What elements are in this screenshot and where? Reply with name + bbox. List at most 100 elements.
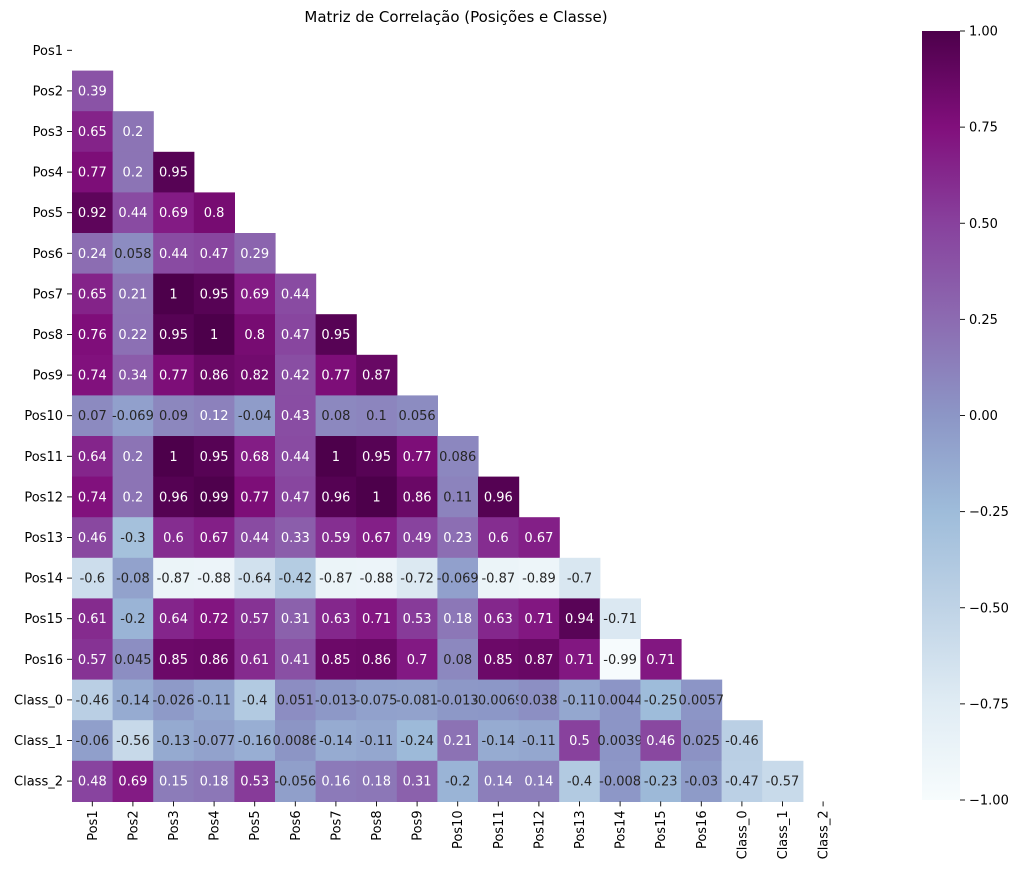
heatmap-cell [275,476,317,518]
heatmap-cell [518,557,560,599]
heatmap-cell [193,192,235,234]
cell-annotation: 0.95 [200,287,229,302]
heatmap-cell [275,679,317,721]
heatmap-cell [153,476,195,518]
y-tick-label: Pos5 [33,206,63,221]
x-axis-tick-labels: Pos1 Pos2 Pos3 Pos4 Pos5 Pos6 Pos7 Pos8 Pos9 Pos1… [86,801,832,859]
x-tick-label: Pos9 [411,810,426,840]
heatmap-cell [112,273,154,315]
cell-annotation: 0.44 [118,206,147,221]
cell-annotation: -0.46 [725,734,759,749]
heatmap-cell [193,273,235,315]
cell-annotation: 0.15 [159,775,188,790]
heatmap-cell [315,476,357,518]
heatmap-cell [478,598,520,640]
cell-annotation: -0.42 [278,572,312,587]
heatmap-cell [72,192,114,234]
cell-annotation: 0.65 [78,125,107,140]
heatmap-cell [356,517,398,559]
cell-annotation: 0.71 [646,653,675,668]
y-tick-label: Pos13 [24,531,63,546]
heatmap-cell [153,354,195,396]
heatmap-cell [234,679,276,721]
cell-annotation: -0.7 [567,572,592,587]
heatmap-cell [72,151,114,193]
cell-annotation: 0.71 [565,653,594,668]
cell-annotation: 0.92 [78,206,107,221]
y-tick-label: Pos2 [33,84,63,99]
heatmap-cell [275,760,317,802]
cell-annotation: 0.46 [646,734,675,749]
cell-annotation: 0.44 [281,450,310,465]
cell-annotation: -0.23 [644,775,678,790]
cell-annotation: -0.08 [116,572,150,587]
heatmap-cell [356,760,398,802]
cell-annotation: -0.87 [481,572,515,587]
cell-annotation: 0.61 [240,653,269,668]
heatmap-cell [721,760,763,802]
heatmap-cell [478,639,520,681]
heatmap-cell [153,720,195,762]
cell-annotation: -0.11 [360,734,394,749]
x-tick-label: Pos3 [167,810,182,840]
cell-annotation: 0.96 [159,490,188,505]
heatmap-cell [275,273,317,315]
cell-annotation: 0.95 [200,450,229,465]
heatmap-cell [478,679,520,721]
cell-annotation: 0.41 [281,653,310,668]
heatmap-cell [112,720,154,762]
heatmap-cell [275,436,317,478]
cell-annotation: 0.65 [78,287,107,302]
heatmap-cell [193,233,235,275]
x-tick-label: Pos11 [492,810,507,849]
y-tick-label: Pos7 [33,287,63,302]
cell-annotation: 0.31 [281,612,310,627]
cell-annotation: 0.045 [114,653,151,668]
heatmap-cell [356,720,398,762]
heatmap-cell [112,111,154,153]
cell-annotation: 0.14 [484,775,513,790]
heatmap-cell [356,598,398,640]
heatmap-cell [356,639,398,681]
cell-annotation: 0.0086 [273,734,319,749]
heatmap-cell [153,598,195,640]
heatmap-cell [72,517,114,559]
heatmap-cell [193,314,235,356]
cell-annotation: 0.86 [200,369,229,384]
heatmap-cell [437,557,479,599]
heatmap-cell [396,436,438,478]
heatmap-cell [356,476,398,518]
y-tick-label: Class_2 [14,775,63,790]
cell-annotation: 0.95 [159,328,188,343]
cell-annotation: -0.46 [75,693,109,708]
x-tick-label: Class_1 [776,810,791,859]
heatmap-cell [315,354,357,396]
cell-annotation: -0.008 [599,775,641,790]
heatmap-cell [234,314,276,356]
cell-annotation: -0.11 [563,693,597,708]
cell-annotation: 0.69 [159,206,188,221]
cell-annotation: 0.21 [118,287,147,302]
heatmap-cell [437,517,479,559]
cell-annotation: 1 [169,287,177,302]
cell-annotation: -0.16 [238,734,272,749]
y-tick-label: Pos14 [24,572,63,587]
cell-annotation: 0.44 [159,247,188,262]
heatmap-cell [112,760,154,802]
heatmap-cell [234,720,276,762]
colorbar-tick-label: 0.00 [969,409,998,424]
cell-annotation: 0.2 [123,450,144,465]
heatmap-cell [762,760,804,802]
heatmap-cell [153,314,195,356]
cell-annotation: -0.013 [315,693,357,708]
heatmap-cell [518,598,560,640]
x-tick-label: Pos1 [86,810,101,840]
heatmap-cell [437,720,479,762]
heatmap-cell [559,679,601,721]
cell-annotation: 0.77 [159,369,188,384]
cell-annotation: 0.71 [362,612,391,627]
y-tick-label: Pos1 [33,44,63,59]
heatmap-cell [193,760,235,802]
cell-annotation: -0.72 [400,572,434,587]
cell-annotation: 0.47 [281,328,310,343]
